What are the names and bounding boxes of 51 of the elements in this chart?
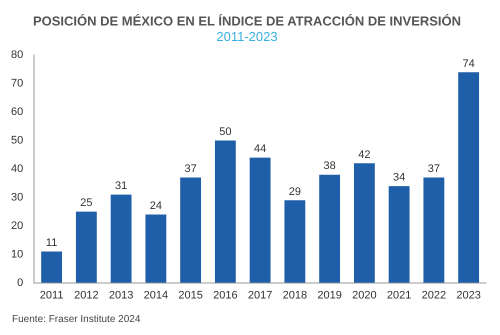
- y-tick-label: 0: [17, 276, 24, 289]
- data-label: 38: [323, 160, 336, 172]
- bar: [110, 194, 132, 283]
- chart-title: POSICIÓN DE MÉXICO EN EL ÍNDICE DE ATRACCIÓN DE INVERSIÓN: [32, 13, 462, 28]
- y-tick-label: 20: [10, 220, 24, 232]
- bar: [319, 174, 340, 283]
- data-label: 74: [462, 58, 475, 70]
- bar: [250, 158, 271, 283]
- data-label: 24: [150, 200, 162, 212]
- bar: [180, 178, 202, 283]
- x-tick-label: 2014: [144, 289, 168, 302]
- bar: [354, 163, 375, 283]
- data-label: 34: [392, 172, 406, 184]
- x-tick-label: 2020: [352, 289, 377, 302]
- x-tick-label: 2016: [213, 289, 238, 302]
- bar: [76, 212, 97, 283]
- data-label: 42: [358, 148, 370, 161]
- bar: [458, 72, 480, 283]
- bar: [214, 140, 236, 283]
- x-tick-label: 2017: [248, 289, 272, 302]
- x-tick-label: 2012: [74, 289, 99, 302]
- data-label: 50: [219, 126, 232, 138]
- bar: [41, 252, 62, 283]
- y-tick-label: 80: [10, 49, 24, 62]
- x-tick-label: 2023: [456, 289, 481, 302]
- y-tick-label: 40: [10, 163, 24, 176]
- data-label: 29: [288, 186, 301, 198]
- x-tick-label: 2013: [108, 289, 134, 302]
- y-tick-label: 10: [10, 248, 24, 260]
- x-tick-label: 2019: [317, 289, 342, 302]
- bar: [423, 178, 444, 283]
- data-label: 44: [254, 143, 266, 156]
- bar: [284, 200, 306, 283]
- chart-subtitle: 2011-2023: [216, 28, 278, 44]
- x-tick-label: 2015: [178, 289, 203, 302]
- data-label: 31: [114, 180, 128, 192]
- y-tick-label: 70: [10, 78, 24, 90]
- x-tick-label: 2022: [422, 289, 446, 302]
- data-label: 37: [428, 163, 440, 176]
- x-tick-label: 2021: [386, 289, 412, 302]
- y-tick-label: 50: [10, 134, 24, 147]
- source-note: Fuente: Fraser Institute 2024: [12, 314, 142, 325]
- bar: [145, 214, 166, 283]
- x-tick-label: 2018: [282, 289, 308, 302]
- x-tick-label: 2011: [40, 289, 64, 302]
- data-label: 11: [46, 237, 58, 250]
- data-label: 25: [80, 197, 92, 210]
- bar: [388, 186, 410, 283]
- y-tick-label: 30: [10, 191, 24, 204]
- data-label: 37: [184, 163, 197, 176]
- y-tick-label: 60: [10, 106, 24, 118]
